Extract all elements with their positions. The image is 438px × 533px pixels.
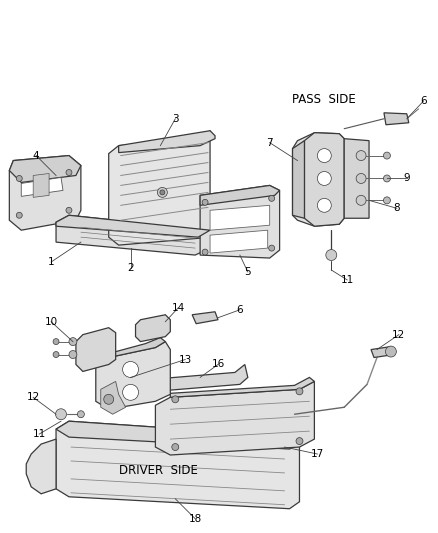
- Text: 12: 12: [27, 392, 40, 402]
- Polygon shape: [56, 421, 300, 508]
- Text: 1: 1: [48, 257, 54, 267]
- Circle shape: [318, 198, 331, 212]
- Text: 14: 14: [172, 303, 185, 313]
- Circle shape: [268, 245, 275, 251]
- Text: 11: 11: [32, 429, 46, 439]
- Circle shape: [296, 438, 303, 445]
- Polygon shape: [384, 113, 409, 125]
- Text: 17: 17: [311, 449, 324, 459]
- Text: 5: 5: [244, 267, 251, 277]
- Circle shape: [69, 351, 77, 359]
- Polygon shape: [210, 230, 268, 253]
- Text: 12: 12: [392, 329, 406, 340]
- Circle shape: [56, 409, 67, 419]
- Circle shape: [268, 196, 275, 201]
- Polygon shape: [170, 377, 314, 397]
- Polygon shape: [200, 185, 279, 205]
- Text: 6: 6: [237, 305, 243, 315]
- Polygon shape: [56, 215, 210, 237]
- Circle shape: [53, 338, 59, 345]
- Circle shape: [356, 151, 366, 160]
- Circle shape: [318, 149, 331, 163]
- Circle shape: [66, 207, 72, 213]
- Polygon shape: [9, 156, 81, 182]
- Circle shape: [202, 249, 208, 255]
- Text: 11: 11: [341, 275, 354, 285]
- Circle shape: [172, 443, 179, 450]
- Polygon shape: [101, 382, 126, 414]
- Circle shape: [383, 175, 390, 182]
- Text: 8: 8: [394, 203, 400, 213]
- Circle shape: [123, 361, 138, 377]
- Polygon shape: [56, 215, 210, 255]
- Circle shape: [385, 346, 396, 357]
- Polygon shape: [119, 131, 215, 152]
- Circle shape: [202, 199, 208, 205]
- Polygon shape: [9, 156, 81, 230]
- Text: 13: 13: [179, 354, 192, 365]
- Polygon shape: [304, 133, 344, 226]
- Polygon shape: [155, 382, 314, 455]
- Text: 9: 9: [403, 173, 410, 183]
- Polygon shape: [200, 185, 279, 258]
- Circle shape: [123, 384, 138, 400]
- Text: 2: 2: [127, 263, 134, 273]
- Text: 3: 3: [172, 114, 179, 124]
- Circle shape: [356, 173, 366, 183]
- Circle shape: [69, 337, 77, 345]
- Polygon shape: [135, 315, 170, 342]
- Circle shape: [66, 169, 72, 175]
- Polygon shape: [109, 131, 210, 245]
- Polygon shape: [26, 439, 56, 494]
- Circle shape: [160, 190, 165, 195]
- Text: 16: 16: [212, 359, 225, 369]
- Text: 6: 6: [420, 96, 427, 106]
- Text: 4: 4: [33, 151, 39, 160]
- Circle shape: [383, 152, 390, 159]
- Polygon shape: [192, 312, 218, 324]
- Polygon shape: [96, 342, 170, 409]
- Circle shape: [326, 249, 337, 261]
- Text: 10: 10: [45, 317, 58, 327]
- Text: 18: 18: [188, 514, 202, 524]
- Circle shape: [104, 394, 114, 404]
- Circle shape: [78, 411, 85, 418]
- Circle shape: [157, 188, 167, 197]
- Polygon shape: [210, 205, 270, 230]
- Polygon shape: [293, 133, 344, 226]
- Text: 7: 7: [266, 138, 273, 148]
- Polygon shape: [56, 421, 300, 449]
- Text: PASS  SIDE: PASS SIDE: [292, 93, 355, 106]
- Polygon shape: [33, 173, 49, 197]
- Circle shape: [356, 196, 366, 205]
- Polygon shape: [145, 365, 248, 391]
- Polygon shape: [371, 346, 394, 358]
- Polygon shape: [293, 141, 304, 218]
- Circle shape: [53, 352, 59, 358]
- Circle shape: [172, 396, 179, 403]
- Polygon shape: [109, 337, 165, 358]
- Circle shape: [318, 172, 331, 185]
- Polygon shape: [21, 177, 63, 196]
- Polygon shape: [344, 139, 369, 218]
- Circle shape: [16, 212, 22, 218]
- Circle shape: [383, 197, 390, 204]
- Circle shape: [296, 388, 303, 395]
- Circle shape: [16, 175, 22, 181]
- Polygon shape: [76, 328, 116, 372]
- Text: DRIVER  SIDE: DRIVER SIDE: [119, 464, 198, 477]
